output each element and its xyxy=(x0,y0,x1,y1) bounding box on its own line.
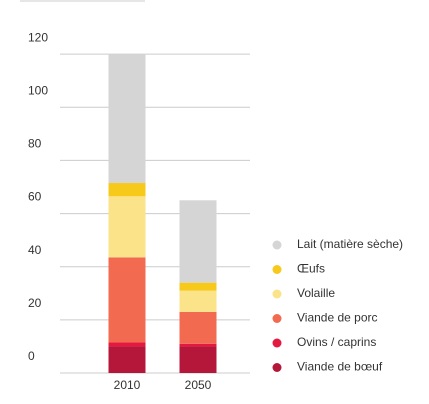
legend-swatch xyxy=(272,338,282,348)
legend-swatch xyxy=(272,363,282,372)
y-tick-label: 60 xyxy=(28,190,42,204)
bar-segment xyxy=(108,196,146,258)
bar-segment xyxy=(179,311,217,344)
legend-swatch xyxy=(272,240,282,250)
x-tick-label: 2010 xyxy=(114,378,141,392)
legend-label: Œufs xyxy=(297,262,325,276)
legend-label: Volaille xyxy=(297,286,335,300)
bar-segment xyxy=(179,343,217,347)
y-tick-label: 0 xyxy=(28,349,35,363)
legend-label: Lait (matière sèche) xyxy=(297,237,403,251)
y-tick-label: 100 xyxy=(28,83,48,97)
x-tick-label: 2050 xyxy=(185,378,212,392)
bar-segment xyxy=(108,346,146,373)
bar-segment xyxy=(108,54,146,184)
legend-label: Viande de porc xyxy=(297,311,378,325)
legend-swatch xyxy=(272,265,282,274)
legend-swatch xyxy=(272,314,282,323)
bar-segment xyxy=(179,200,217,283)
y-tick-label: 80 xyxy=(28,137,42,151)
legend-label: Ovins / caprins xyxy=(297,335,376,349)
y-tick-label: 40 xyxy=(28,243,42,257)
bar-segment xyxy=(179,282,217,291)
bar-segment xyxy=(108,342,146,347)
legend-label: Viande de bœuf xyxy=(297,360,383,374)
y-tick-label: 20 xyxy=(28,296,42,310)
bar-segment xyxy=(108,257,146,343)
legend-swatch xyxy=(272,289,282,299)
bar-segment xyxy=(108,183,146,197)
bar-segment xyxy=(179,346,217,373)
bar-segment xyxy=(179,290,217,312)
y-tick-label: 120 xyxy=(28,30,48,44)
